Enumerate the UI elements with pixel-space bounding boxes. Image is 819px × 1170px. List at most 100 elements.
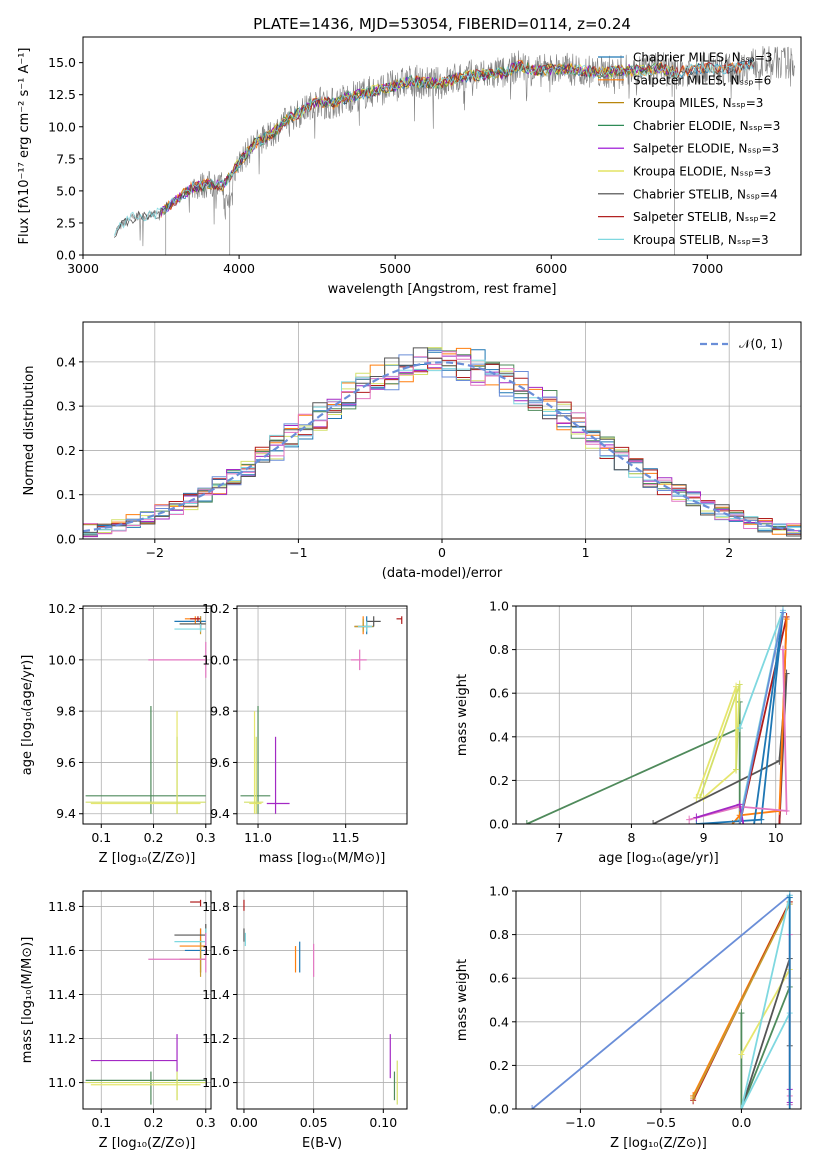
axes-frame: [82, 605, 212, 825]
legend-label: Kroupa STELIB, Nₛₛₚ=3: [633, 233, 769, 247]
legend-label: Chabrier MILES, Nₛₛₚ=3: [633, 51, 773, 65]
x-tick-label: 7: [555, 830, 563, 845]
legend-label: Salpeter ELODIE, Nₛₛₚ=3: [633, 142, 779, 156]
x-tick-label: −2: [146, 545, 164, 560]
x-axis-label: wavelength [Angstrom, rest frame]: [328, 282, 557, 297]
x-tick-label: 0.3: [196, 1115, 216, 1130]
y-tick-label: 11.6: [202, 943, 230, 958]
mass-weight-line: [692, 903, 791, 1099]
legend-label: 𝒩(0, 1): [739, 337, 783, 351]
y-axis-label: Normed distribution: [22, 366, 37, 496]
panel-spectrum: 3000 4000 5000 6000 7000 0.0 2.5 5.0 7.5 10.0 12.5…: [17, 15, 802, 297]
mass-weight-line: [740, 986, 791, 1109]
legend-label: Chabrier STELIB, Nₛₛₚ=4: [633, 187, 778, 201]
residual-histogram: [83, 347, 801, 539]
y-tick-label: 9.8: [56, 704, 76, 719]
y-tick-label: 9.8: [210, 704, 230, 719]
x-tick-label: 0.05: [300, 1115, 328, 1130]
plot-area-weight-vs-Z: [529, 891, 793, 1109]
model-line: [113, 59, 754, 237]
y-tick-label: 9.6: [210, 755, 230, 770]
mass-weight-line: [731, 619, 788, 824]
y-tick-label: 0.2: [489, 1058, 509, 1073]
y-tick-label: 0.0: [489, 1102, 509, 1117]
y-tick-label: 11.6: [48, 943, 76, 958]
axes-frame: [82, 890, 212, 1110]
panel-mass-vs-ebv: 0.00 0.05 0.10 11.0 11.2 11.4 11.6 11.8 E(B-V): [202, 890, 408, 1151]
y-tick-label: 0.0: [56, 248, 76, 263]
y-tick-label: 11.2: [202, 1031, 230, 1046]
normal-curve: [83, 361, 801, 533]
x-tick-label: 0.1: [91, 1115, 111, 1130]
legend-label: Kroupa MILES, Nₛₛₚ=3: [633, 96, 763, 110]
x-axis-label: Z [log₁₀(Z/Z⊙)]: [99, 851, 196, 866]
y-axis-label: mass [log₁₀(M/M⊙)]: [20, 937, 35, 1064]
x-tick-label: 11.0: [244, 830, 272, 845]
y-axis-label: age [log₁₀(age/yr)]: [20, 655, 35, 776]
y-tick-label: 1.0: [489, 599, 509, 614]
y-tick-label: 0.0: [489, 817, 509, 832]
x-tick-label: 0.2: [144, 830, 164, 845]
mass-weight-line: [695, 686, 737, 799]
x-tick-label: 0.10: [369, 1115, 397, 1130]
mass-weight-line: [740, 895, 791, 1109]
y-tick-label: 10.2: [48, 601, 76, 616]
y-tick-label: 11.2: [48, 1031, 76, 1046]
model-line: [163, 61, 676, 215]
x-tick-label: 9: [700, 830, 708, 845]
plot-area-age-vs-Z: [85, 616, 207, 814]
plot-area-age-vs-mass: [240, 616, 403, 814]
y-tick-label: 11.4: [202, 987, 230, 1002]
x-tick-label: −0.5: [646, 1115, 676, 1130]
x-axis-label: Z [log₁₀(Z/Z⊙)]: [610, 1136, 707, 1151]
x-axis-label: (data-model)/error: [382, 566, 503, 581]
y-tick-label: 9.6: [56, 755, 76, 770]
axes-frame: [515, 890, 802, 1110]
y-tick-label: 15.0: [48, 55, 76, 70]
y-tick-label: 11.8: [48, 899, 76, 914]
x-tick-label: 3000: [67, 261, 99, 276]
y-tick-label: 11.4: [48, 987, 76, 1002]
y-tick-label: 0.0: [56, 532, 76, 547]
x-tick-label: 2: [725, 545, 733, 560]
x-tick-label: −1.0: [565, 1115, 595, 1130]
y-tick-label: 1.0: [489, 884, 509, 899]
mass-weight-line: [688, 649, 788, 821]
x-tick-label: 0.2: [144, 1115, 164, 1130]
panel-mass-vs-Z: 0.1 0.2 0.3 11.0 11.2 11.4 11.6 11.8 Z [log₁₀(Z/…: [20, 890, 216, 1151]
y-tick-label: 0.4: [489, 729, 509, 744]
x-tick-label: 7000: [691, 261, 723, 276]
x-tick-label: 11.5: [332, 830, 360, 845]
y-tick-label: 7.5: [56, 151, 76, 166]
y-tick-label: 9.4: [56, 806, 76, 821]
mass-weight-line: [526, 701, 741, 824]
y-tick-label: 0.3: [56, 399, 76, 414]
x-tick-label: 0.1: [91, 830, 111, 845]
y-tick-label: 0.2: [56, 443, 76, 458]
y-tick-label: 10.0: [48, 652, 76, 667]
x-tick-label: 4000: [223, 261, 255, 276]
y-tick-label: 10.2: [202, 601, 230, 616]
axes-frame: [515, 605, 802, 825]
y-axis-label: Flux [fλ10⁻¹⁷ erg cm⁻² s⁻¹ A⁻¹]: [17, 48, 32, 245]
x-tick-label: 0.00: [230, 1115, 258, 1130]
mass-weight-line: [531, 894, 791, 1109]
x-tick-label: 5000: [379, 261, 411, 276]
y-tick-label: 11.8: [202, 899, 230, 914]
x-axis-label: Z [log₁₀(Z/Z⊙)]: [99, 1136, 196, 1151]
axes-frame: [236, 605, 408, 825]
chart-title: PLATE=1436, MJD=53054, FIBERID=0114, z=0…: [253, 15, 631, 33]
axes-frame: [236, 890, 408, 1110]
panel-age-vs-mass: 11.0 11.5 9.4 9.6 9.8 10.0 10.2 mass [log₁₀(M/M…: [202, 601, 408, 866]
x-tick-label: 10: [768, 830, 784, 845]
panel-age-vs-Z: 0.1 0.2 0.3 9.4 9.6 9.8 10.0 10.2 Z [log₁₀(Z/Z⊙)…: [20, 601, 216, 866]
mass-weight-line: [738, 612, 784, 824]
x-tick-label: 8: [627, 830, 635, 845]
plot-area-mass-vs-ebv: [243, 899, 398, 1105]
y-tick-label: 0.2: [489, 773, 509, 788]
y-tick-label: 12.5: [48, 87, 76, 102]
y-tick-label: 10.0: [48, 119, 76, 134]
x-tick-label: 1: [582, 545, 590, 560]
legend-label: Kroupa ELODIE, Nₛₛₚ=3: [633, 165, 771, 179]
x-tick-label: 0.0: [731, 1115, 751, 1130]
